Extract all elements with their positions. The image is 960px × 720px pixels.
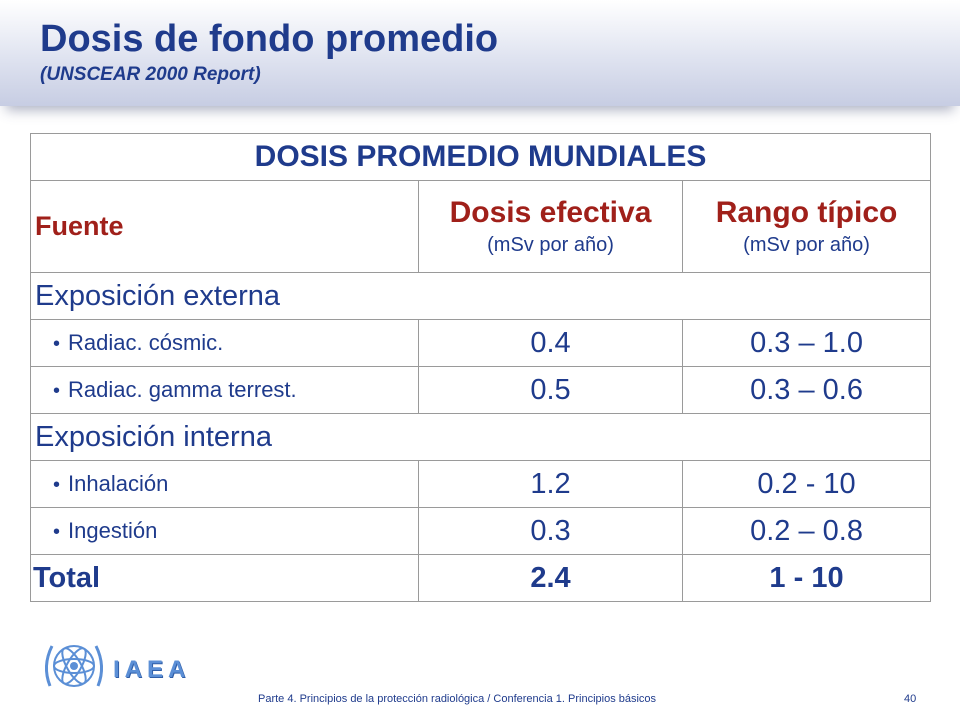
column-header-dose-unit: (mSv por año) (487, 233, 614, 256)
row-dose: 0.5 (418, 366, 683, 414)
column-header-source: Fuente (30, 180, 419, 273)
column-header-range-unit: (mSv por año) (743, 233, 870, 256)
row-label: Radiac. gamma terrest. (68, 377, 297, 402)
table-row: • Radiac. gamma terrest. 0.5 0.3 – 0.6 (30, 366, 932, 414)
column-header-range: Rango típico (mSv por año) (681, 180, 932, 273)
row-label: Ingestión (68, 518, 158, 543)
total-dose: 2.4 (418, 554, 683, 602)
table-main-header-row: DOSIS PROMEDIO MUNDIALES (29, 133, 932, 181)
total-label: Total (30, 554, 419, 602)
table-row: • Ingestión 0.3 0.2 – 0.8 (30, 507, 932, 555)
column-header-dose: Dosis efectiva (mSv por año) (418, 180, 683, 273)
bullet-icon: • (53, 521, 61, 543)
bullet-icon: • (53, 333, 61, 355)
row-label-cell: • Inhalación (30, 460, 419, 508)
table-row: • Inhalación 1.2 0.2 - 10 (30, 460, 932, 508)
bullet-icon: • (53, 380, 61, 402)
row-range: 0.3 – 0.6 (681, 366, 932, 414)
page-number: 40 (904, 693, 917, 705)
slide-subtitle: (UNSCEAR 2000 Report) (40, 64, 261, 85)
category-label: Exposición interna (29, 413, 932, 461)
iaea-logo-text: IAEA (113, 656, 191, 683)
slide-title: Dosis de fondo promedio (40, 18, 499, 60)
row-label: Inhalación (68, 471, 169, 496)
row-range: 0.2 – 0.8 (681, 507, 932, 555)
category-label: Exposición externa (29, 272, 932, 320)
row-label-cell: • Radiac. gamma terrest. (30, 366, 419, 414)
row-dose: 1.2 (418, 460, 683, 508)
table-column-header-row: Fuente Dosis efectiva (mSv por año) Rang… (30, 180, 932, 273)
table-category-row: Exposición externa (29, 272, 932, 320)
dose-table: DOSIS PROMEDIO MUNDIALES Fuente Dosis ef… (29, 133, 932, 602)
table-row: • Radiac. cósmic. 0.4 0.3 – 1.0 (30, 319, 932, 367)
row-range: 0.3 – 1.0 (681, 319, 932, 367)
bullet-icon: • (53, 474, 61, 496)
footer-text: Parte 4. Principios de la protección rad… (258, 693, 657, 705)
column-header-range-title: Rango típico (715, 195, 898, 229)
total-range: 1 - 10 (681, 554, 932, 602)
table-category-row: Exposición interna (29, 413, 932, 461)
table-total-row: Total 2.4 1 - 10 (30, 554, 932, 602)
column-header-dose-title: Dosis efectiva (449, 195, 652, 229)
iaea-emblem-icon (45, 645, 103, 687)
row-dose: 0.3 (418, 507, 683, 555)
table-main-header: DOSIS PROMEDIO MUNDIALES (29, 133, 932, 181)
row-range: 0.2 - 10 (681, 460, 932, 508)
row-dose: 0.4 (418, 319, 683, 367)
slide-header-band (0, 0, 960, 106)
row-label-cell: • Ingestión (30, 507, 419, 555)
row-label: Radiac. cósmic. (68, 330, 224, 355)
row-label-cell: • Radiac. cósmic. (30, 319, 419, 367)
